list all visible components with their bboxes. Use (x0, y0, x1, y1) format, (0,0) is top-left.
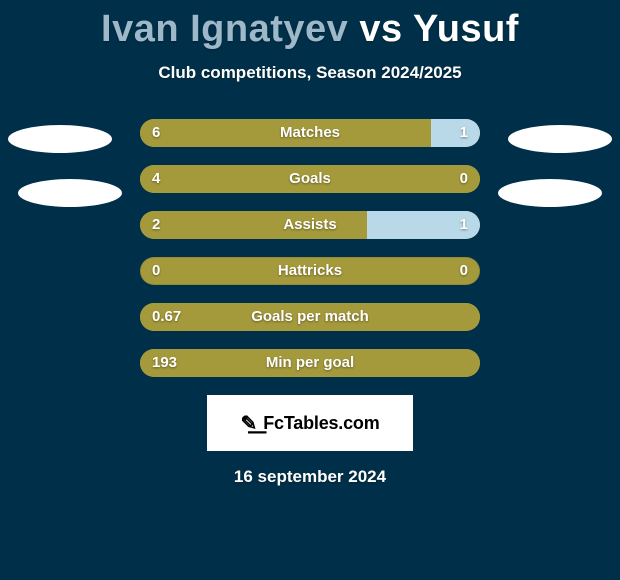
player1-name: Ivan Ignatyev (101, 8, 348, 50)
stat-bar: 193Min per goal (140, 349, 480, 377)
stat-bar: 21Assists (140, 211, 480, 239)
stat-bar: 00Hattricks (140, 257, 480, 285)
branding-text: FcTables.com (263, 413, 379, 434)
stat-label: Hattricks (140, 257, 480, 285)
bars-container: 61Matches 40Goals 21Assists 00Hattricks 0.67… (140, 119, 480, 377)
stat-bar: 40Goals (140, 165, 480, 193)
report-date: 16 september 2024 (0, 467, 620, 487)
chart-area: 61Matches 40Goals 21Assists 00Hattricks 0.67… (0, 119, 620, 487)
left-decor-ellipse-1 (8, 125, 112, 153)
vs-word: vs (359, 8, 402, 50)
right-decor-ellipse-1 (508, 125, 612, 153)
stat-bar: 0.67Goals per match (140, 303, 480, 331)
branding-logo-icon: ✎͟ (240, 411, 257, 436)
player2-name: Yusuf (413, 8, 519, 50)
stat-label: Goals (140, 165, 480, 193)
stat-label: Min per goal (140, 349, 480, 377)
left-decor-ellipse-2 (18, 179, 122, 207)
comparison-title: Ivan Ignatyev vs Yusuf (0, 0, 620, 51)
right-decor-ellipse-2 (498, 179, 602, 207)
stat-label: Assists (140, 211, 480, 239)
subtitle: Club competitions, Season 2024/2025 (0, 63, 620, 83)
stat-label: Matches (140, 119, 480, 147)
branding-box: ✎͟ FcTables.com (207, 395, 413, 451)
stat-bar: 61Matches (140, 119, 480, 147)
stat-label: Goals per match (140, 303, 480, 331)
